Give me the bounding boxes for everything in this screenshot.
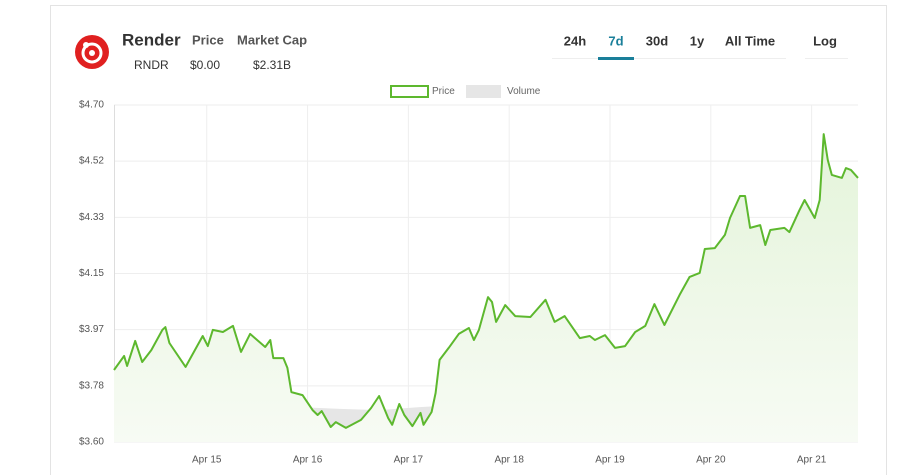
logo-dot <box>83 42 89 48</box>
legend-swatch <box>390 85 429 98</box>
y-tick-label: $3.60 <box>79 437 104 448</box>
tab[interactable]: 7d <box>608 33 623 48</box>
y-tick-label: $4.70 <box>79 100 104 111</box>
legend-label: Volume <box>507 86 541 97</box>
x-tick-label: Apr 20 <box>696 455 726 466</box>
y-tick-label: $3.97 <box>79 324 104 335</box>
market-cap-label: Market Cap <box>237 32 307 47</box>
tab[interactable]: 1y <box>690 33 705 48</box>
price-line <box>113 133 859 429</box>
tabs: 24h 7d 30d 1y All Time <box>564 33 775 60</box>
x-tick-label: Apr 21 <box>797 455 827 466</box>
x-tick-label: Apr 15 <box>192 455 222 466</box>
y-tick-label: $3.78 <box>79 381 104 392</box>
tab[interactable]: 24h <box>564 33 586 48</box>
chart: $3.60 $3.78 $3.97 $4.15 $4.33 $4.52 $4.70 Apr 1… <box>79 85 859 466</box>
price-area <box>114 134 858 442</box>
tab[interactable]: 30d <box>646 33 668 48</box>
logo-dot <box>89 50 95 56</box>
y-tick-label: $4.52 <box>79 156 104 167</box>
legend-swatch <box>466 85 501 98</box>
logo-ring <box>81 42 103 64</box>
log-button[interactable]: Log <box>813 33 837 48</box>
y-tick-label: $4.15 <box>79 268 104 279</box>
tab[interactable]: All Time <box>725 33 775 48</box>
x-tick-label: Apr 17 <box>394 455 424 466</box>
price-label: Price <box>192 32 224 47</box>
y-tick-label: $4.33 <box>79 212 104 223</box>
x-tick-label: Apr 19 <box>595 455 625 466</box>
coin-symbol: RNDR <box>134 58 169 72</box>
x-tick-label: Apr 16 <box>293 455 323 466</box>
x-tick-label: Apr 18 <box>494 455 524 466</box>
coin-name: Render <box>122 30 181 49</box>
price-value: $0.00 <box>190 58 220 72</box>
tab-underline <box>598 57 634 60</box>
market-cap-value: $2.31B <box>253 58 291 72</box>
legend-label: Price <box>432 86 455 97</box>
